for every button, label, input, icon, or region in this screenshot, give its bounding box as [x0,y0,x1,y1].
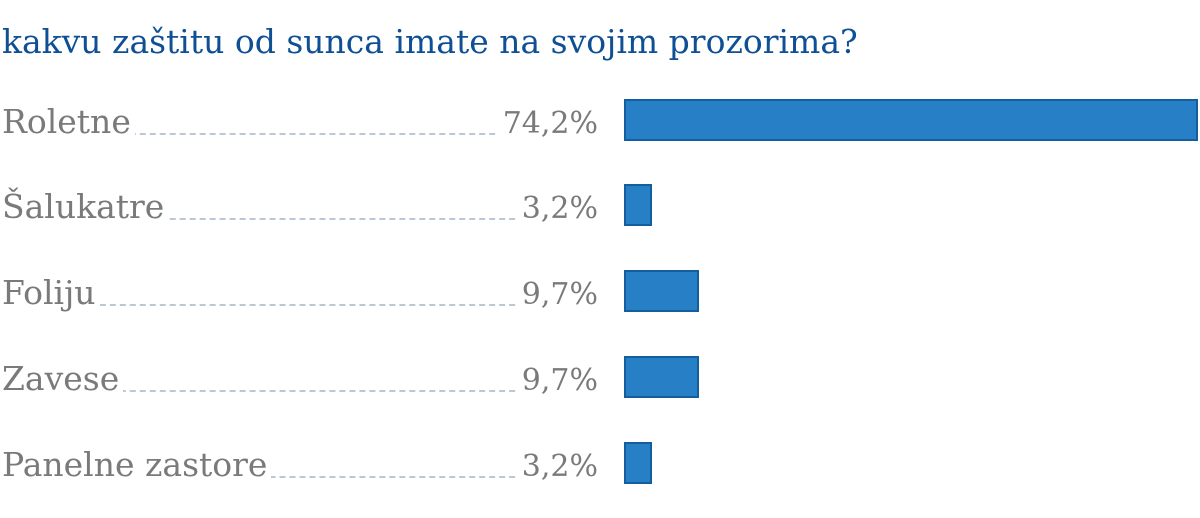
bar [624,442,652,484]
bar [624,356,700,398]
dotted-leader-line [10,133,595,135]
bar-row: Roletne 74,2% [0,95,1200,145]
dotted-leader-line [10,304,595,306]
value-label: 9,7% [517,363,598,398]
bar [624,270,700,312]
dotted-leader-line [10,218,595,220]
bar-row: Zavese 9,7% [0,352,1200,402]
bar [624,99,1198,141]
category-label: Foliju [2,273,100,312]
value-label: 74,2% [498,106,598,141]
value-label: 3,2% [517,449,598,484]
bar-row: Panelne zastore 3,2% [0,438,1200,488]
bar [624,184,652,226]
category-label: Šalukatre [2,187,169,226]
value-label: 9,7% [517,277,598,312]
bar-row: Šalukatre 3,2% [0,180,1200,230]
bar-row: Foliju 9,7% [0,266,1200,316]
dotted-leader-line [10,390,595,392]
category-label: Panelne zastore [2,445,272,484]
value-label: 3,2% [517,191,598,226]
dotted-leader-line [10,476,595,478]
category-label: Zavese [2,359,124,398]
chart-title: kakvu zaštitu od sunca imate na svojim p… [2,22,858,61]
category-label: Roletne [2,102,135,141]
